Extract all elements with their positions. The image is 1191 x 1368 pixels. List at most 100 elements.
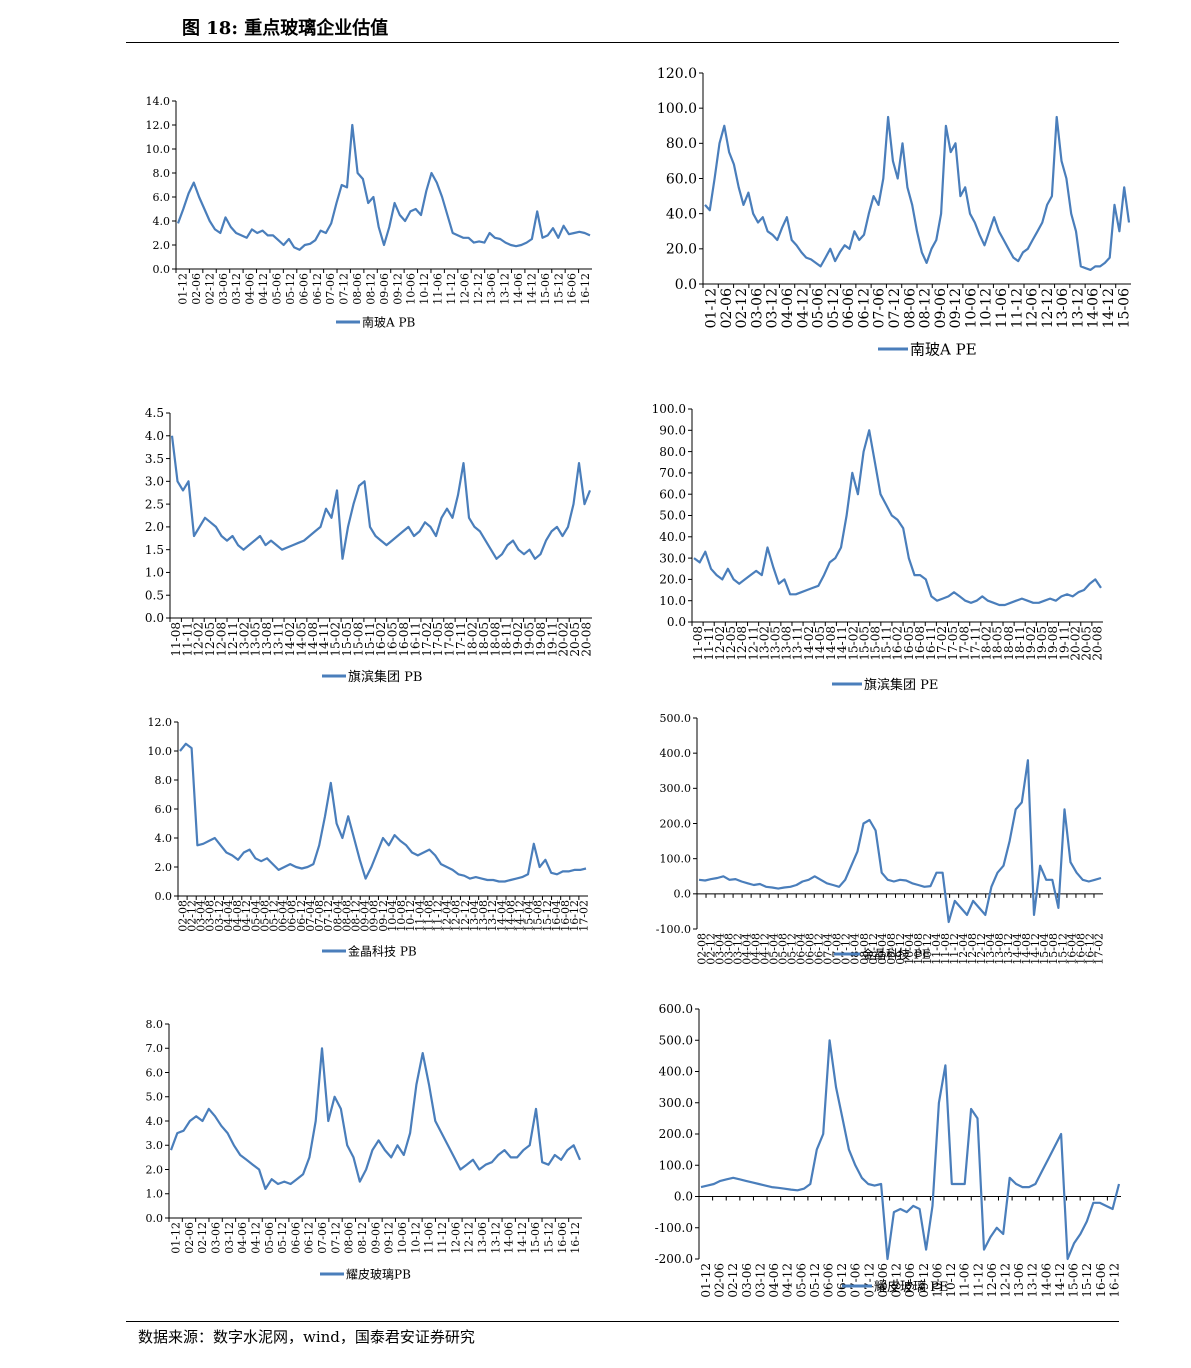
- x-tick-label: 14-11: [835, 626, 849, 661]
- x-tick-label: 09-04: [359, 900, 372, 932]
- x-tick-label: 15-08: [351, 622, 365, 657]
- x-tick-label: 10-08: [912, 933, 925, 965]
- x-tick-label: 12-12: [998, 1263, 1012, 1298]
- x-tick-label: 03-12: [223, 1222, 236, 1254]
- x-tick-label: 14-12: [525, 273, 538, 305]
- legend-label: 南玻A PE: [910, 341, 977, 359]
- x-tick-label: 07-12: [840, 933, 853, 965]
- x-tick-label: 05-12: [808, 1263, 822, 1298]
- x-tick-label: 04-06: [780, 288, 796, 328]
- x-tick-label: 05-06: [263, 1222, 276, 1254]
- x-tick-label: 10-06: [405, 273, 418, 305]
- x-tick-label: 15-02: [329, 622, 343, 657]
- x-tick-label: 01-12: [170, 1222, 183, 1254]
- x-tick-label: 15-06: [1116, 288, 1132, 328]
- y-tick-label: 12.0: [148, 716, 173, 729]
- y-tick-label: 2.0: [145, 520, 164, 534]
- x-tick-label: 07-06: [872, 288, 888, 328]
- x-tick-label: 06-12: [295, 900, 308, 932]
- x-tick-label: 19-11: [1057, 626, 1071, 661]
- series-line-qibin-pb: [170, 435, 592, 560]
- x-tick-label: 11-04: [413, 900, 426, 932]
- x-tick-label: 12-04: [441, 900, 454, 932]
- y-tick-label: 200.0: [660, 817, 692, 830]
- x-tick-label: 16-12: [579, 273, 592, 305]
- x-tick-label: 15-12: [1056, 933, 1069, 965]
- series-line-yaopi-pe: [700, 1039, 1121, 1261]
- x-tick-label: 08-12: [867, 933, 880, 965]
- x-tick-label: 12-08: [735, 626, 749, 661]
- x-tick-label: 10-04: [386, 900, 399, 932]
- y-tick-label: 20.0: [666, 242, 697, 258]
- x-tick-label: 08-04: [849, 933, 862, 965]
- x-tick-label: 03-06: [217, 273, 230, 305]
- y-tick-label: 600.0: [659, 1002, 693, 1016]
- x-tick-label: 12-05: [724, 626, 738, 661]
- y-tick-label: 4.0: [153, 215, 171, 228]
- series-line-nanbo-pb: [176, 123, 591, 251]
- x-tick-label: 02-06: [183, 1222, 196, 1254]
- x-tick-label: 08-12: [350, 900, 363, 932]
- x-tick-label: 03-12: [753, 1263, 767, 1298]
- x-tick-label: 04-06: [236, 1222, 249, 1254]
- y-tick-label: 8.0: [155, 774, 173, 787]
- x-tick-label: 04-12: [240, 900, 253, 932]
- x-tick-label: 20-02: [1068, 626, 1082, 661]
- y-tick-label: 80.0: [659, 445, 686, 459]
- x-tick-label: 10-04: [903, 933, 916, 965]
- x-tick-label: 06-04: [795, 933, 808, 965]
- x-tick-label: 16-12: [1083, 933, 1096, 965]
- x-tick-label: 15-06: [529, 1222, 542, 1254]
- y-tick-label: 0.0: [146, 1212, 164, 1225]
- y-tick-label: 1.0: [145, 566, 164, 580]
- y-tick-label: 0.0: [145, 611, 164, 625]
- x-tick-label: 11-11: [180, 622, 194, 657]
- x-tick-label: 11-12: [948, 933, 961, 965]
- x-tick-label: 16-06: [566, 273, 579, 305]
- x-tick-label: 03-04: [195, 900, 208, 932]
- y-tick-label: 20.0: [659, 573, 686, 587]
- x-tick-label: 03-06: [209, 1222, 222, 1254]
- x-tick-label: 05-12: [786, 933, 799, 965]
- x-tick-label: 14-02: [802, 626, 816, 661]
- y-tick-label: 6.0: [146, 1066, 164, 1079]
- x-tick-label: 14-12: [516, 1222, 529, 1254]
- x-tick-label: 06-06: [297, 273, 310, 305]
- x-tick-label: 18-05: [477, 622, 491, 657]
- x-tick-label: 04-04: [740, 933, 753, 965]
- x-tick-label: 04-08: [749, 933, 762, 965]
- x-tick-label: 14-12: [514, 900, 527, 932]
- figure-title: 图 18: 重点玻璃企业估值: [182, 18, 389, 39]
- y-tick-label: 500.0: [659, 1033, 693, 1047]
- series-line-nanbo-pe: [704, 115, 1131, 271]
- legend-label: 金晶科技 PE: [862, 946, 931, 961]
- x-tick-label: 08-06: [351, 273, 364, 305]
- x-tick-label: 04-04: [222, 900, 235, 932]
- x-tick-label: 15-05: [857, 626, 871, 661]
- x-tick-label: 12-06: [985, 1263, 999, 1298]
- y-tick-label: 60.0: [659, 487, 686, 501]
- x-tick-label: 16-05: [902, 626, 916, 661]
- y-tick-label: 10.0: [659, 594, 686, 608]
- x-tick-label: 17-02: [420, 622, 434, 657]
- x-tick-label: 04-12: [257, 273, 270, 305]
- source-note: 数据来源：数字水泥网，wind，国泰君安证券研究: [138, 1328, 475, 1346]
- x-tick-label: 19-08: [534, 622, 548, 657]
- x-tick-label: 11-04: [930, 933, 943, 965]
- x-tick-label: 17-05: [946, 626, 960, 661]
- y-tick-label: 90.0: [659, 424, 686, 438]
- bottom-rule: [126, 1321, 1119, 1322]
- x-tick-label: 12-05: [203, 622, 217, 657]
- x-tick-label: 14-11: [317, 622, 331, 657]
- x-tick-label: 14-12: [1029, 933, 1042, 965]
- x-tick-label: 20-08: [1091, 626, 1105, 661]
- y-tick-label: 100.0: [659, 1158, 693, 1172]
- x-tick-label: 02-08: [695, 933, 708, 965]
- y-tick-label: -200.0: [655, 1252, 693, 1266]
- x-tick-label: 10-12: [944, 1263, 958, 1298]
- legend-label: 南玻A PB: [362, 314, 416, 329]
- x-tick-label: 13-12: [499, 273, 512, 305]
- x-tick-label: 16-06: [1094, 1263, 1108, 1298]
- legend-label: 耀皮玻璃PB: [346, 1267, 411, 1281]
- x-tick-label: 11-08: [422, 900, 435, 932]
